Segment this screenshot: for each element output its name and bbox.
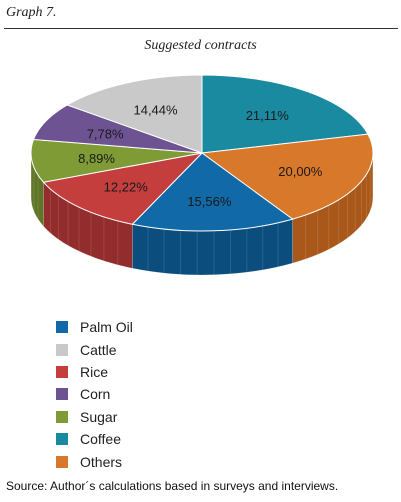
pie-value-labels: 21,11% 20,00% 15,56% 12,22% 8,89% 7,78% 14,44%	[78, 103, 323, 210]
pie-label-rice: 12,22%	[104, 180, 149, 195]
pie-slices	[30, 74, 374, 232]
legend-label: Cattle	[80, 341, 117, 358]
legend-swatch	[56, 321, 68, 334]
legend-item-others: Others	[56, 450, 133, 472]
legend-swatch	[56, 343, 68, 356]
pie-label-cattle: 14,44%	[133, 103, 178, 118]
pie-label-others: 20,00%	[278, 164, 323, 179]
legend-label: Corn	[80, 386, 111, 403]
legend-item-rice: Rice	[56, 361, 133, 383]
legend-swatch	[56, 433, 68, 446]
legend-item-sugar: Sugar	[56, 406, 133, 428]
legend-swatch	[56, 410, 68, 423]
legend-label: Rice	[80, 363, 109, 380]
legend-swatch	[56, 365, 68, 378]
graph-label: Graph 7.	[6, 5, 57, 20]
pie-chart: 21,11% 20,00% 15,56% 12,22% 8,89% 7,78% 14,44%	[30, 74, 374, 276]
pie-label-sugar: 8,89%	[78, 151, 115, 166]
legend-item-palm-oil: Palm Oil	[56, 316, 133, 338]
pie-slice-others	[200, 133, 374, 220]
pie-label-palm-oil: 15,56%	[187, 194, 232, 209]
legend-label: Others	[80, 453, 123, 470]
header-divider	[4, 28, 398, 29]
pie-label-corn: 7,78%	[87, 126, 124, 141]
pie-label-coffee: 21,11%	[246, 108, 290, 123]
pie-slice-rice	[42, 152, 204, 225]
pie-slice-coffee	[201, 74, 369, 154]
pie-sides	[30, 152, 374, 276]
source-note: Source: Author´s calculations based in s…	[6, 479, 339, 493]
pie-slice-cattle	[66, 74, 203, 154]
legend: Palm Oil Cattle Rice Corn Sugar Coffee Others	[56, 316, 133, 473]
legend-swatch	[56, 388, 68, 401]
legend-item-cattle: Cattle	[56, 338, 133, 360]
legend-item-corn: Corn	[56, 383, 133, 405]
pie-slice-sugar	[30, 138, 203, 183]
pie-slice-palm-oil	[131, 152, 294, 232]
legend-swatch	[56, 455, 68, 468]
legend-label: Sugar	[80, 408, 118, 425]
legend-label: Palm Oil	[80, 319, 133, 336]
chart-title: Suggested contracts	[144, 38, 257, 53]
legend-label: Coffee	[80, 431, 121, 448]
legend-item-coffee: Coffee	[56, 428, 133, 450]
